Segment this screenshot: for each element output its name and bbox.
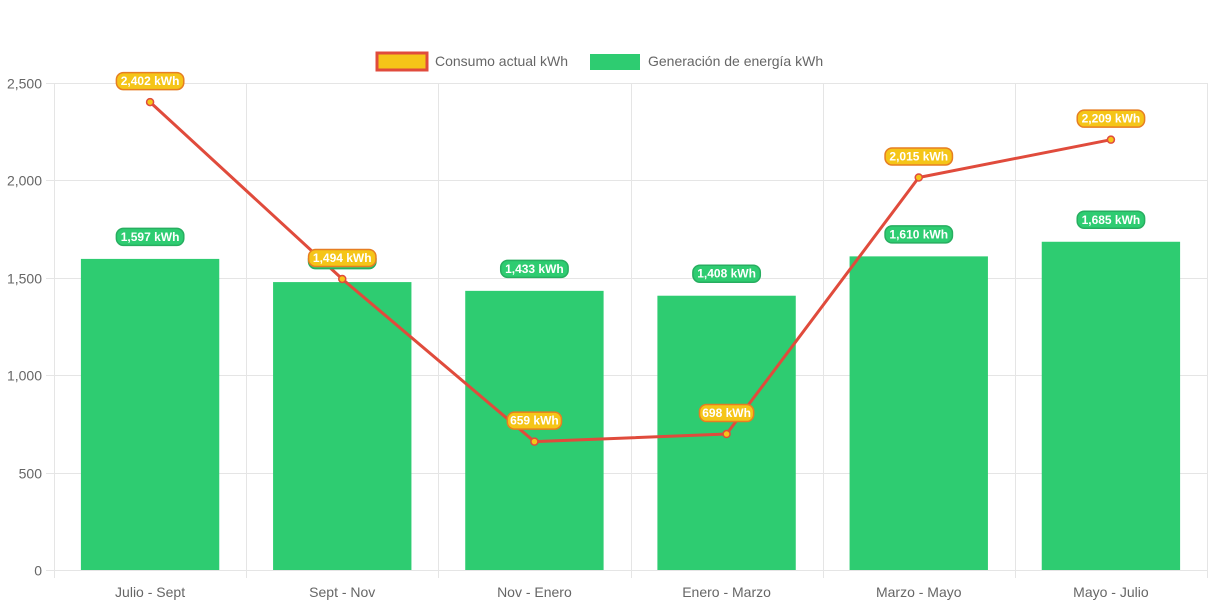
consumo-data-label: 2,015 kWh	[884, 147, 954, 166]
y-tick-label: 1,000	[7, 368, 42, 384]
x-tick-label: Marzo - Mayo	[876, 584, 962, 600]
consumo-data-label: 698 kWh	[698, 403, 755, 423]
generacion-data-label: 1,610 kWh	[884, 225, 954, 244]
generacion-data-label-bg	[115, 227, 185, 247]
x-tick-label: Nov - Enero	[497, 584, 572, 600]
grid	[46, 83, 1208, 578]
consumo-data-label-bg	[884, 147, 954, 166]
generacion-data-label-text: 1,597 kWh	[121, 230, 180, 244]
y-axis: 0 500 1,000 1,500 2,000 2,500	[7, 76, 42, 579]
consumo-data-label-text: 659 kWh	[510, 414, 559, 428]
consumo-point	[530, 437, 539, 446]
x-axis: Julio - Sept Sept - Nov Nov - Enero Enero -…	[115, 584, 1149, 600]
legend-label-consumo: Consumo actual kWh	[435, 53, 568, 69]
y-tick-label: 0	[34, 563, 42, 579]
generacion-data-label-bg	[884, 225, 954, 244]
consumo-data-label-text: 2,209 kWh	[1082, 112, 1141, 126]
consumo-point	[722, 429, 731, 439]
legend-label-generacion: Generación de energía kWh	[648, 53, 823, 69]
consumo-data-label-text: 1,494 kWh	[313, 251, 372, 265]
y-tick-label: 2,000	[7, 173, 42, 189]
consumo-data-label-bg	[698, 403, 755, 423]
legend-item-consumo[interactable]: Consumo actual kWh	[375, 51, 568, 72]
consumo-point	[145, 97, 155, 107]
generacion-data-label: 1,685 kWh	[1076, 210, 1146, 230]
generacion-data-label-text: 1,685 kWh	[1082, 213, 1141, 227]
generacion-data-label-bg	[499, 259, 569, 279]
generacion-data-label-text: 1,408 kWh	[697, 267, 756, 281]
legend-item-generacion[interactable]: Generación de energía kWh	[590, 53, 823, 70]
legend-swatch-consumo	[375, 51, 429, 72]
y-tick-label: 2,500	[7, 76, 42, 92]
consumo-data-label-text: 698 kWh	[702, 406, 751, 420]
consumo-data-label: 2,402 kWh	[115, 71, 185, 91]
consumo-point	[914, 173, 923, 182]
generacion-data-label-text: 1,433 kWh	[505, 262, 564, 276]
x-tick-label: Enero - Marzo	[682, 584, 771, 600]
consumo-point	[1106, 135, 1116, 144]
consumo-data-label: 2,209 kWh	[1076, 109, 1146, 128]
consumo-data-label-bg	[1076, 109, 1146, 128]
generacion-bar	[849, 256, 988, 570]
x-tick-label: Julio - Sept	[115, 584, 185, 600]
generacion-data-label-bg	[1076, 210, 1146, 230]
generacion-bar	[80, 258, 220, 570]
generacion-data-label: 1,408 kWh	[692, 264, 762, 283]
legend: Consumo actual kWh Generación de energía…	[375, 51, 823, 72]
consumo-line	[145, 97, 1116, 446]
consumo-line-path	[149, 100, 1112, 444]
generacion-bars	[80, 241, 1181, 570]
generacion-data-label-text: 1,610 kWh	[889, 227, 948, 241]
consumo-data-label-bg	[115, 71, 185, 91]
consumo-data-label-text: 2,015 kWh	[889, 149, 948, 163]
generacion-bar	[273, 282, 412, 570]
consumo-data-label: 659 kWh	[506, 411, 563, 430]
generacion-bar	[1041, 241, 1181, 570]
x-tick-label: Sept - Nov	[309, 584, 375, 600]
consumo-data-label: 1,494 kWh	[307, 248, 377, 268]
generacion-data-label: 1,433 kWh	[499, 259, 569, 279]
x-tick-label: Mayo - Julio	[1073, 584, 1149, 600]
y-tick-label: 500	[19, 466, 43, 482]
consumo-data-label-bg	[506, 411, 563, 430]
consumo-point	[338, 274, 347, 284]
generacion-data-label-bg	[692, 264, 762, 283]
data-labels: 1,597 kWh 1,494 kWh 1,433 kWh 1,408 kWh 1,61…	[115, 71, 1146, 430]
y-tick-label: 1,500	[7, 271, 42, 287]
legend-swatch-generacion	[590, 54, 640, 70]
consumo-data-label-text: 2,402 kWh	[121, 74, 180, 88]
generacion-data-label: 1,597 kWh	[115, 227, 185, 247]
consumo-data-label-bg	[307, 248, 377, 268]
generacion-bar	[465, 290, 604, 570]
